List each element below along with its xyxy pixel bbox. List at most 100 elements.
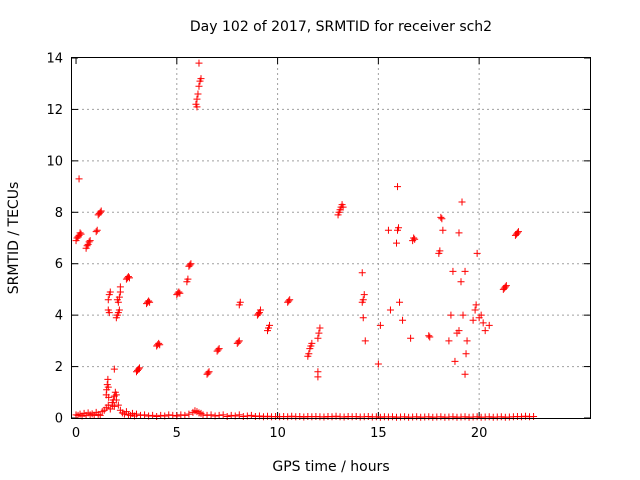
data-point	[461, 370, 469, 378]
data-point	[314, 334, 322, 342]
y-axis-label: SRMTID / TECUs	[6, 182, 22, 295]
data-point	[106, 405, 114, 413]
data-point	[445, 337, 453, 345]
data-point	[388, 413, 396, 421]
data-point	[285, 297, 293, 305]
data-point	[359, 314, 367, 322]
data-point	[259, 413, 267, 421]
data-point	[425, 332, 433, 340]
data-point	[401, 413, 409, 421]
data-point	[447, 311, 455, 319]
y-tick-label: 6	[55, 257, 63, 272]
data-point	[195, 82, 203, 90]
data-point	[235, 411, 243, 419]
data-point	[359, 296, 367, 304]
data-point	[141, 411, 149, 419]
data-point	[358, 269, 366, 277]
data-point	[372, 413, 380, 421]
data-point	[457, 278, 465, 286]
data-point	[77, 230, 85, 238]
axis-ticks: 0 5 10 15 20 0 2 4 6 8 10 12 14	[46, 52, 590, 441]
data-point	[384, 226, 392, 234]
y-tick-label: 0	[55, 412, 63, 427]
data-point	[92, 228, 100, 236]
data-point	[86, 237, 94, 245]
data-point	[328, 413, 336, 421]
data-point	[449, 267, 457, 275]
data-point	[471, 306, 479, 314]
data-point	[256, 306, 264, 314]
data-point	[109, 396, 117, 404]
data-point	[485, 413, 493, 421]
data-point	[393, 239, 401, 247]
data-point	[247, 411, 255, 419]
data-point	[461, 267, 469, 275]
data-point	[308, 339, 316, 347]
data-point	[461, 413, 469, 421]
data-point	[473, 249, 481, 257]
data-point	[93, 226, 101, 234]
data-point	[438, 215, 446, 223]
data-point	[177, 411, 185, 419]
data-point	[132, 410, 140, 418]
data-point	[426, 333, 434, 341]
data-point	[361, 337, 369, 345]
data-point	[339, 203, 347, 211]
data-point	[458, 198, 466, 206]
data-point	[477, 311, 485, 319]
data-point	[85, 238, 93, 246]
data-point	[112, 391, 120, 399]
data-point	[463, 337, 471, 345]
data-point	[407, 334, 415, 342]
data-point	[165, 411, 173, 419]
data-point	[399, 316, 407, 324]
data-point	[113, 296, 121, 304]
data-point	[181, 411, 189, 419]
data-point	[76, 229, 84, 237]
data-point	[205, 368, 213, 376]
data-point	[184, 275, 192, 283]
data-point	[455, 229, 463, 237]
data-point	[437, 213, 445, 221]
data-point	[187, 260, 195, 268]
data-point	[376, 321, 384, 329]
data-point	[104, 375, 112, 383]
y-tick-label: 8	[55, 206, 63, 221]
data-point	[340, 413, 348, 421]
data-point	[266, 321, 274, 329]
y-tick-label: 10	[46, 154, 63, 169]
data-point	[485, 321, 493, 329]
data-point	[110, 365, 118, 373]
x-tick-label: 10	[269, 426, 286, 441]
y-tick-label: 4	[55, 309, 63, 324]
data-point	[219, 411, 227, 419]
data-point	[305, 350, 313, 358]
data-point	[124, 273, 132, 281]
x-tick-label: 15	[370, 426, 387, 441]
data-point	[197, 75, 205, 83]
data-point	[513, 229, 521, 237]
data-point	[75, 175, 83, 183]
data-point	[374, 360, 382, 368]
data-point	[314, 368, 322, 376]
data-point	[194, 90, 202, 98]
data-point	[473, 413, 481, 421]
data-point	[137, 411, 145, 419]
data-point	[199, 411, 207, 419]
data-point	[497, 413, 505, 421]
data-point	[169, 411, 177, 419]
data-point	[145, 297, 153, 305]
data-point	[396, 298, 404, 306]
data-point	[437, 413, 445, 421]
x-tick-label: 5	[173, 426, 181, 441]
data-point	[413, 413, 421, 421]
data-point	[501, 283, 509, 291]
data-point	[459, 311, 467, 319]
data-point	[125, 274, 133, 282]
data-point	[204, 369, 212, 377]
data-point	[97, 207, 105, 215]
data-point	[135, 365, 143, 373]
data-point	[360, 291, 368, 299]
data-point	[502, 282, 510, 290]
data-point	[105, 309, 113, 317]
